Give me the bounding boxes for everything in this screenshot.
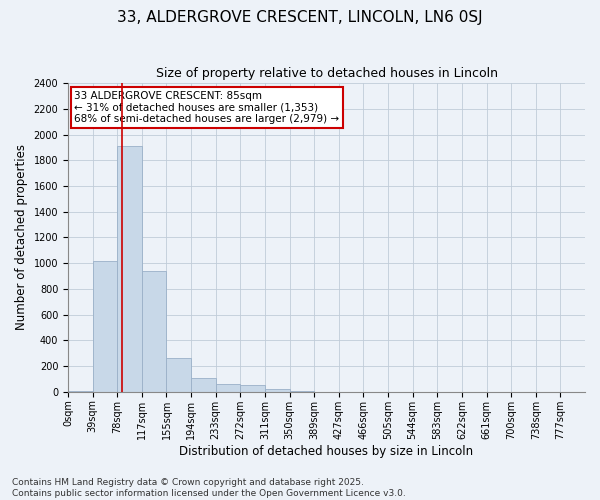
Text: Contains HM Land Registry data © Crown copyright and database right 2025.
Contai: Contains HM Land Registry data © Crown c… bbox=[12, 478, 406, 498]
Bar bbox=[142, 271, 166, 392]
Bar bbox=[166, 358, 191, 392]
Y-axis label: Number of detached properties: Number of detached properties bbox=[15, 144, 28, 330]
Bar bbox=[290, 391, 314, 392]
X-axis label: Distribution of detached houses by size in Lincoln: Distribution of detached houses by size … bbox=[179, 444, 473, 458]
Bar bbox=[265, 388, 290, 392]
Bar bbox=[191, 378, 216, 392]
Bar bbox=[241, 386, 265, 392]
Text: 33, ALDERGROVE CRESCENT, LINCOLN, LN6 0SJ: 33, ALDERGROVE CRESCENT, LINCOLN, LN6 0S… bbox=[117, 10, 483, 25]
Title: Size of property relative to detached houses in Lincoln: Size of property relative to detached ho… bbox=[155, 68, 497, 80]
Text: 33 ALDERGROVE CRESCENT: 85sqm
← 31% of detached houses are smaller (1,353)
68% o: 33 ALDERGROVE CRESCENT: 85sqm ← 31% of d… bbox=[74, 91, 340, 124]
Bar bbox=[68, 390, 92, 392]
Bar bbox=[216, 384, 241, 392]
Bar bbox=[117, 146, 142, 392]
Bar bbox=[92, 260, 117, 392]
